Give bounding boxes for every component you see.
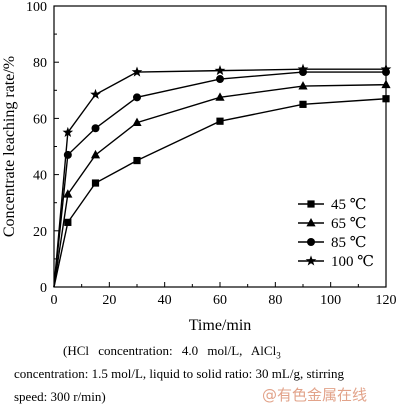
x-tick-label: 80 xyxy=(268,293,282,308)
series-triangle xyxy=(53,79,391,288)
series-square xyxy=(53,95,390,288)
caption-line-1-subscript: 3 xyxy=(276,350,281,361)
series-circle xyxy=(53,68,390,288)
data-point xyxy=(131,66,143,77)
legend: 45 ℃ 65 ℃ 85 ℃ 100 ℃ xyxy=(298,197,374,270)
series-layer xyxy=(53,63,392,288)
data-point xyxy=(133,93,141,102)
data-point xyxy=(381,79,391,89)
caption-line-1: (HCl concentration: 4.0 mol/L, AlCl3 xyxy=(63,343,281,361)
data-point xyxy=(64,218,72,226)
data-point xyxy=(216,117,224,125)
legend-marker xyxy=(307,238,315,246)
legend-label: 65 ℃ xyxy=(331,216,367,232)
y-tick-label: 40 xyxy=(33,169,47,184)
x-tick-label: 100 xyxy=(320,293,341,308)
data-point xyxy=(215,92,225,101)
y-tick-label: 100 xyxy=(26,0,47,15)
data-point xyxy=(90,149,101,159)
caption-line-2: concentration: 1.5 mol/L, liquid to soli… xyxy=(14,366,345,381)
data-point xyxy=(297,63,309,74)
y-tick-label: 80 xyxy=(33,56,47,71)
x-tick-label: 0 xyxy=(51,293,58,308)
x-tick-label: 40 xyxy=(158,293,172,308)
y-tick-label: 60 xyxy=(33,112,47,127)
data-point xyxy=(62,126,74,137)
y-tick-label: 20 xyxy=(33,225,47,240)
caption-line-3: speed: 300 r/min) xyxy=(14,389,106,404)
x-tick-label: 120 xyxy=(376,293,397,308)
legend-label: 45 ℃ xyxy=(331,197,367,213)
y-axis-title: Concentrate leaching rate/% xyxy=(1,56,18,237)
axes: 0 20 40 60 80 100 120 0 20 40 60 80 100 Time/min Conce… xyxy=(1,0,397,334)
data-point xyxy=(382,95,390,103)
data-point xyxy=(380,63,392,74)
data-point xyxy=(132,117,142,127)
data-point xyxy=(299,100,307,108)
data-point xyxy=(298,81,308,90)
x-axis-title: Time/min xyxy=(189,317,252,334)
leaching-rate-chart: 0 20 40 60 80 100 120 0 20 40 60 80 100 Time/min Conce… xyxy=(1,0,397,334)
watermark: @有色金属在线 xyxy=(262,386,368,404)
x-tick-label: 20 xyxy=(102,293,116,308)
y-tick-label: 0 xyxy=(40,281,47,296)
data-point xyxy=(91,179,100,187)
legend-marker xyxy=(306,218,316,227)
data-point xyxy=(90,88,101,100)
x-tick-label: 60 xyxy=(213,293,227,308)
data-point xyxy=(216,75,224,84)
caption-line-1-text: (HCl concentration: 4.0 mol/L, AlCl xyxy=(63,343,277,358)
legend-label: 85 ℃ xyxy=(331,235,367,251)
legend-marker xyxy=(305,255,317,266)
data-point xyxy=(133,156,141,165)
data-point xyxy=(214,65,226,76)
data-point xyxy=(63,189,73,198)
legend-marker xyxy=(307,200,315,208)
series-star xyxy=(53,63,392,288)
data-point xyxy=(91,124,100,133)
legend-label: 100 ℃ xyxy=(331,254,374,270)
